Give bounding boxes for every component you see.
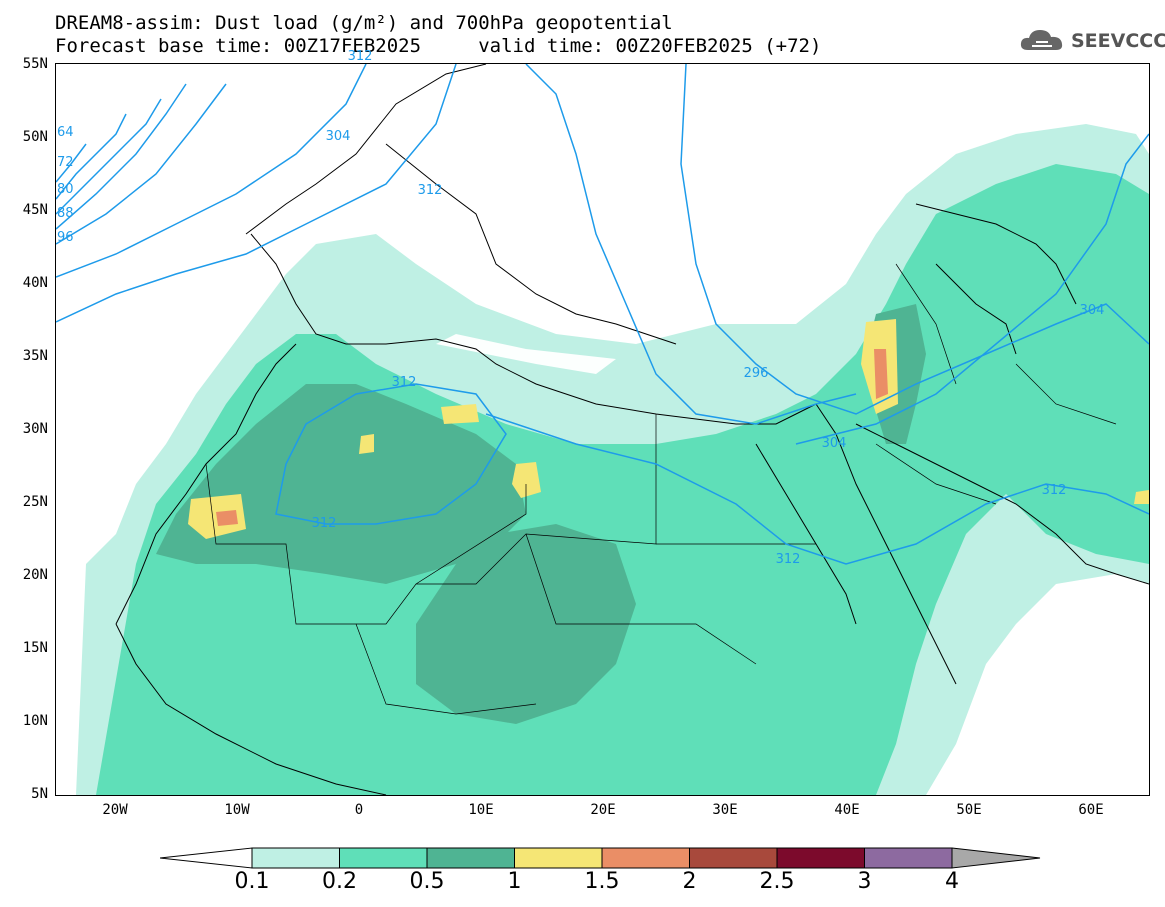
lat-label: 35N xyxy=(22,348,48,364)
legend-label: 2 xyxy=(682,869,697,894)
lat-label: 10N xyxy=(22,713,48,729)
legend-label: 0.1 xyxy=(234,869,270,894)
country-border-layer xyxy=(205,263,1117,715)
legend-high-arrow xyxy=(951,847,1041,869)
cloud-icon xyxy=(1020,30,1063,50)
lon-label: 60E xyxy=(1078,802,1104,818)
colorbar-legend xyxy=(160,847,1041,869)
lat-label: 55N xyxy=(22,56,48,72)
map-panel xyxy=(55,63,1150,796)
lon-label: 20E xyxy=(590,802,616,818)
forecast-time-line: Forecast base time: 00Z17FEB2025 valid t… xyxy=(55,35,822,57)
lat-label: 20N xyxy=(22,567,48,583)
legend-label: 3 xyxy=(857,869,872,894)
lat-label: 40N xyxy=(22,275,48,291)
legend-label: 4 xyxy=(945,869,959,894)
lon-label: 50E xyxy=(956,802,982,818)
lon-label: 30E xyxy=(712,802,738,818)
lat-label: 5N xyxy=(31,786,48,802)
legend-swatch xyxy=(339,847,428,869)
lat-label: 25N xyxy=(22,494,48,510)
legend-swatch xyxy=(251,847,340,869)
legend-label: 1.5 xyxy=(584,869,620,894)
lat-label: 50N xyxy=(22,129,48,145)
legend-label: 2.5 xyxy=(759,869,795,894)
dust-fill-layer xyxy=(76,124,1149,795)
legend-label: 0.5 xyxy=(409,869,445,894)
logo-text: SEEVCCC xyxy=(1071,30,1165,52)
legend-swatch xyxy=(689,847,778,869)
legend-swatch xyxy=(514,847,603,869)
legend-label: 1 xyxy=(507,869,522,894)
legend-swatch xyxy=(601,847,690,869)
legend-swatch xyxy=(864,847,953,869)
lon-label: 20W xyxy=(102,802,128,818)
lon-label: 0 xyxy=(354,802,364,818)
legend-label: 0.2 xyxy=(322,869,357,894)
legend-swatch xyxy=(426,847,515,869)
legend-low-arrow xyxy=(160,847,253,869)
lon-label: 10W xyxy=(224,802,250,818)
seevccc-logo: SEEVCCC xyxy=(1018,26,1165,56)
map-title: DREAM8-assim: Dust load (g/m²) and 700hP… xyxy=(55,12,673,34)
lat-label: 45N xyxy=(22,202,48,218)
geopotential-contours xyxy=(56,64,1149,565)
lon-label: 40E xyxy=(834,802,860,818)
legend-swatch xyxy=(776,847,865,869)
lat-label: 15N xyxy=(22,640,48,656)
lon-label: 10E xyxy=(468,802,494,818)
lat-label: 30N xyxy=(22,421,48,437)
